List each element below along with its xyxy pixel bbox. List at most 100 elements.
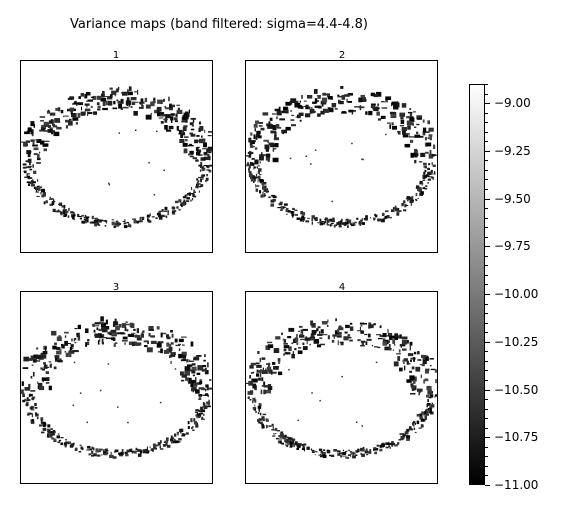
variance-speckle [416, 414, 421, 417]
variance-speckle [423, 379, 425, 384]
variance-speckle [124, 327, 127, 331]
variance-speckle [420, 152, 426, 157]
variance-speckle [399, 125, 404, 127]
variance-speckle [58, 335, 61, 337]
variance-speckle [130, 97, 137, 101]
variance-speckle [285, 209, 288, 212]
variance-speckle [131, 451, 134, 454]
variance-speckle [424, 414, 427, 418]
variance-speckle [279, 432, 281, 435]
variance-speckle [114, 449, 119, 453]
variance-speckle [314, 218, 318, 221]
variance-speckle [350, 224, 354, 227]
variance-speckle [42, 127, 46, 131]
variance-speckle [73, 102, 79, 105]
variance-speckle [249, 171, 252, 175]
variance-speckle [195, 414, 200, 417]
variance-speckle [305, 104, 309, 108]
variance-speckle [409, 341, 413, 346]
variance-speckle [258, 421, 261, 424]
variance-speckle [422, 176, 426, 180]
variance-speckle [310, 333, 315, 337]
variance-speckle [73, 337, 77, 341]
variance-speckle [394, 337, 398, 340]
variance-speckle [361, 448, 364, 452]
variance-speckle [272, 147, 275, 152]
variance-speckle [368, 324, 374, 329]
variance-speckle [205, 367, 207, 372]
variance-speckle [30, 409, 35, 411]
variance-speckle [415, 366, 421, 372]
variance-speckle [145, 450, 149, 454]
variance-speckle [333, 224, 336, 228]
variance-speckle [191, 426, 193, 429]
variance-speckle [198, 164, 203, 167]
variance-speckle [262, 186, 266, 190]
variance-speckle [266, 189, 268, 193]
variance-speckle [91, 447, 94, 450]
variance-speckle [189, 369, 193, 372]
variance-speckle [151, 216, 155, 218]
variance-speckle [366, 338, 372, 341]
variance-speckle [206, 401, 211, 405]
variance-speckle [102, 90, 105, 96]
variance-speckle [299, 119, 302, 122]
variance-speckle [176, 104, 180, 106]
variance-speckle [364, 450, 369, 454]
variance-speckle [255, 188, 259, 192]
variance-speckle [183, 125, 188, 128]
variance-speckle [301, 212, 305, 215]
variance-speckle [394, 207, 398, 212]
variance-speckle [144, 345, 148, 348]
variance-speckle [283, 339, 287, 343]
variance-speckle [253, 146, 255, 148]
variance-speckle [153, 445, 157, 449]
variance-speckle [301, 215, 305, 219]
variance-speckle [63, 214, 65, 217]
variance-speckle [246, 155, 251, 157]
variance-speckle [81, 220, 86, 224]
variance-speckle [40, 192, 42, 195]
variance-speckle [253, 124, 258, 128]
variance-speckle [337, 340, 339, 346]
variance-speckle [22, 166, 27, 169]
variance-speckle [426, 174, 428, 177]
variance-speckle [434, 369, 437, 373]
variance-speckle [247, 152, 254, 154]
variance-speckle [178, 199, 182, 202]
variance-speckle [55, 210, 60, 213]
variance-speckle [199, 380, 203, 384]
variance-speckle [297, 350, 303, 354]
variance-speckle [159, 440, 162, 444]
variance-speckle [380, 446, 384, 448]
variance-speckle [406, 379, 412, 383]
variance-speckle [275, 336, 281, 340]
colorbar-minor-tick [485, 332, 488, 333]
variance-speckle [299, 325, 303, 328]
variance-speckle [410, 428, 413, 431]
variance-speckle [101, 327, 108, 333]
variance-speckle [430, 404, 435, 408]
variance-speckle [27, 358, 33, 361]
variance-speckle [290, 98, 297, 103]
variance-speckle [252, 400, 254, 404]
variance-speckle [37, 381, 39, 384]
variance-speckle [136, 342, 142, 346]
variance-speckle [386, 215, 390, 217]
colorbar-major-tick [485, 151, 490, 152]
variance-speckle [407, 198, 409, 202]
variance-speckle [382, 333, 387, 338]
variance-speckle [182, 344, 185, 346]
variance-speckle [97, 95, 101, 100]
variance-speckle [42, 423, 47, 427]
variance-speckle [139, 103, 143, 105]
colorbar-minor-tick [485, 84, 488, 85]
variance-speckle [120, 107, 123, 110]
variance-speckle [284, 352, 291, 355]
variance-speckle [30, 358, 37, 361]
variance-speckle [100, 322, 106, 327]
variance-speckle [428, 153, 434, 159]
variance-speckle [419, 413, 423, 417]
variance-speckle [429, 406, 433, 409]
variance-speckle [333, 335, 335, 339]
